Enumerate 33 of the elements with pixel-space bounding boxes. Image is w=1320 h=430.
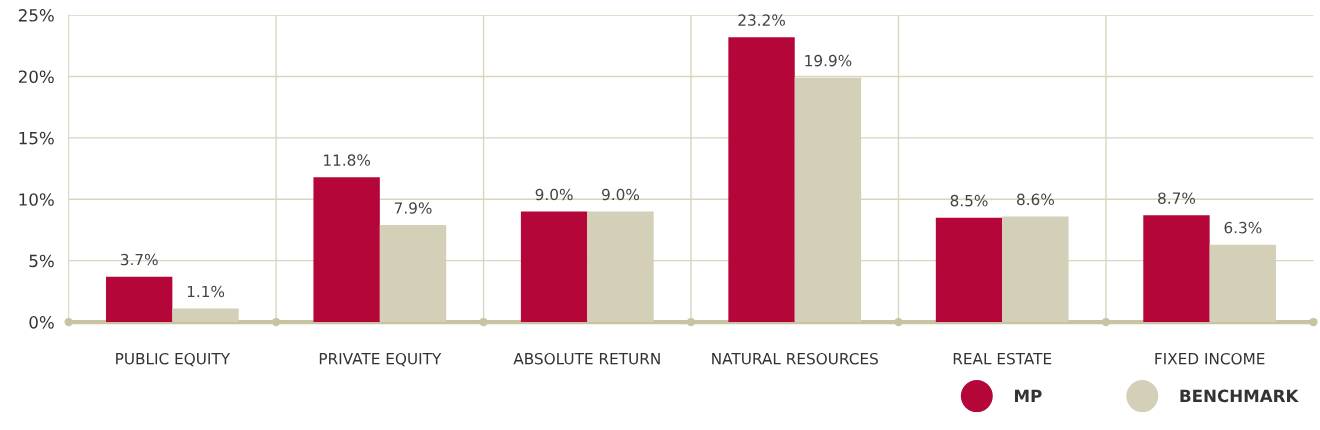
data-label: 9.0%	[535, 188, 573, 201]
bar	[172, 308, 239, 323]
data-label: 8.6%	[1017, 193, 1054, 206]
bar	[1143, 215, 1210, 323]
data-label: 9.0%	[602, 188, 640, 201]
bar	[313, 177, 380, 323]
bar	[105, 276, 173, 323]
data-label: 7.9%	[394, 202, 432, 214]
data-label: 3.7%	[120, 253, 158, 266]
data-label: 23.2%	[738, 14, 785, 26]
y-tick-label: 15%	[19, 131, 54, 145]
x-tick-label: ABSOLUTE RETURN	[513, 352, 660, 365]
y-tick-label: 10%	[19, 193, 54, 206]
data-label: 8.5%	[950, 194, 988, 207]
data-label: 11.8%	[324, 154, 371, 166]
bar	[728, 37, 795, 323]
data-label: 19.9%	[805, 54, 852, 67]
x-tick-label: REAL ESTATE	[953, 352, 1052, 365]
y-tick-label: 0%	[29, 316, 54, 329]
bar	[935, 217, 1003, 323]
bar	[520, 211, 588, 323]
x-tick-label: PRIVATE EQUITY	[319, 352, 442, 367]
y-tick-label: 5%	[29, 254, 54, 268]
data-label: 1.1%	[187, 285, 225, 298]
y-tick-label: 25%	[18, 9, 54, 22]
x-tick-label: NATURAL RESOURCES	[712, 352, 878, 365]
legend-label: MP	[1015, 389, 1042, 402]
legend-label: BENCHMARK	[1180, 389, 1299, 403]
x-tick-label: PUBLIC EQUITY	[116, 352, 231, 367]
y-tick-label: 20%	[18, 70, 54, 84]
data-label: 6.3%	[1224, 221, 1262, 234]
data-label: 8.7%	[1158, 192, 1196, 204]
x-tick-label: FIXED INCOME	[1155, 352, 1265, 365]
